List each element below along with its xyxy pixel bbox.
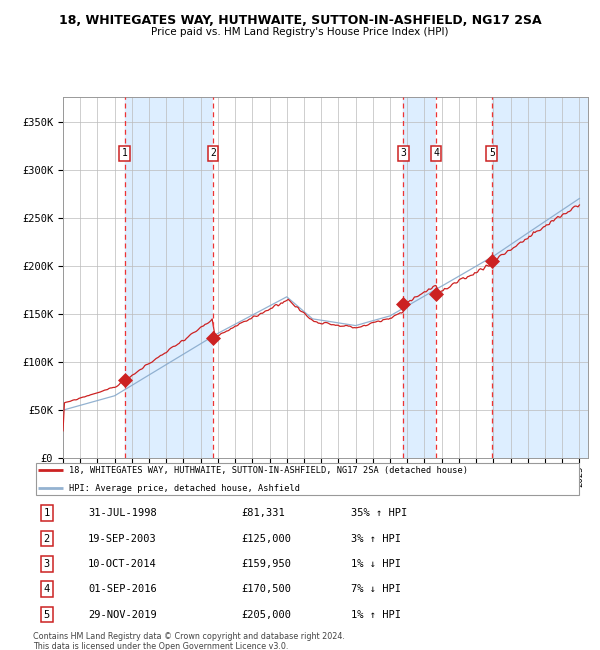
Text: 1% ↓ HPI: 1% ↓ HPI: [352, 559, 401, 569]
Text: Price paid vs. HM Land Registry's House Price Index (HPI): Price paid vs. HM Land Registry's House …: [151, 27, 449, 37]
Text: Contains HM Land Registry data © Crown copyright and database right 2024.
This d: Contains HM Land Registry data © Crown c…: [33, 632, 345, 650]
Text: 2: 2: [210, 148, 216, 159]
Text: 7% ↓ HPI: 7% ↓ HPI: [352, 584, 401, 594]
Bar: [436, 98, 492, 458]
Text: 4: 4: [433, 148, 439, 159]
Text: £205,000: £205,000: [242, 610, 292, 619]
Text: 18, WHITEGATES WAY, HUTHWAITE, SUTTON-IN-ASHFIELD, NG17 2SA: 18, WHITEGATES WAY, HUTHWAITE, SUTTON-IN…: [59, 14, 541, 27]
Text: 19-SEP-2003: 19-SEP-2003: [88, 534, 157, 543]
Bar: [125, 98, 213, 458]
Text: £125,000: £125,000: [242, 534, 292, 543]
Text: 3: 3: [44, 559, 50, 569]
Text: £170,500: £170,500: [242, 584, 292, 594]
Text: £81,331: £81,331: [242, 508, 286, 518]
Text: 3: 3: [401, 148, 406, 159]
Text: 4: 4: [44, 584, 50, 594]
Text: 29-NOV-2019: 29-NOV-2019: [88, 610, 157, 619]
Bar: [63, 98, 125, 458]
Text: 1: 1: [44, 508, 50, 518]
Text: 10-OCT-2014: 10-OCT-2014: [88, 559, 157, 569]
Bar: [213, 98, 403, 458]
Text: HPI: Average price, detached house, Ashfield: HPI: Average price, detached house, Ashf…: [68, 484, 299, 493]
Text: 01-SEP-2016: 01-SEP-2016: [88, 584, 157, 594]
Text: 31-JUL-1998: 31-JUL-1998: [88, 508, 157, 518]
Text: 5: 5: [489, 148, 495, 159]
Text: 5: 5: [44, 610, 50, 619]
Text: 3% ↑ HPI: 3% ↑ HPI: [352, 534, 401, 543]
Text: 1: 1: [122, 148, 128, 159]
FancyBboxPatch shape: [36, 463, 579, 495]
Text: 35% ↑ HPI: 35% ↑ HPI: [352, 508, 407, 518]
Text: 2: 2: [44, 534, 50, 543]
Bar: [403, 98, 436, 458]
Text: £159,950: £159,950: [242, 559, 292, 569]
Bar: [492, 98, 588, 458]
Text: 1% ↑ HPI: 1% ↑ HPI: [352, 610, 401, 619]
Text: 18, WHITEGATES WAY, HUTHWAITE, SUTTON-IN-ASHFIELD, NG17 2SA (detached house): 18, WHITEGATES WAY, HUTHWAITE, SUTTON-IN…: [68, 466, 467, 475]
